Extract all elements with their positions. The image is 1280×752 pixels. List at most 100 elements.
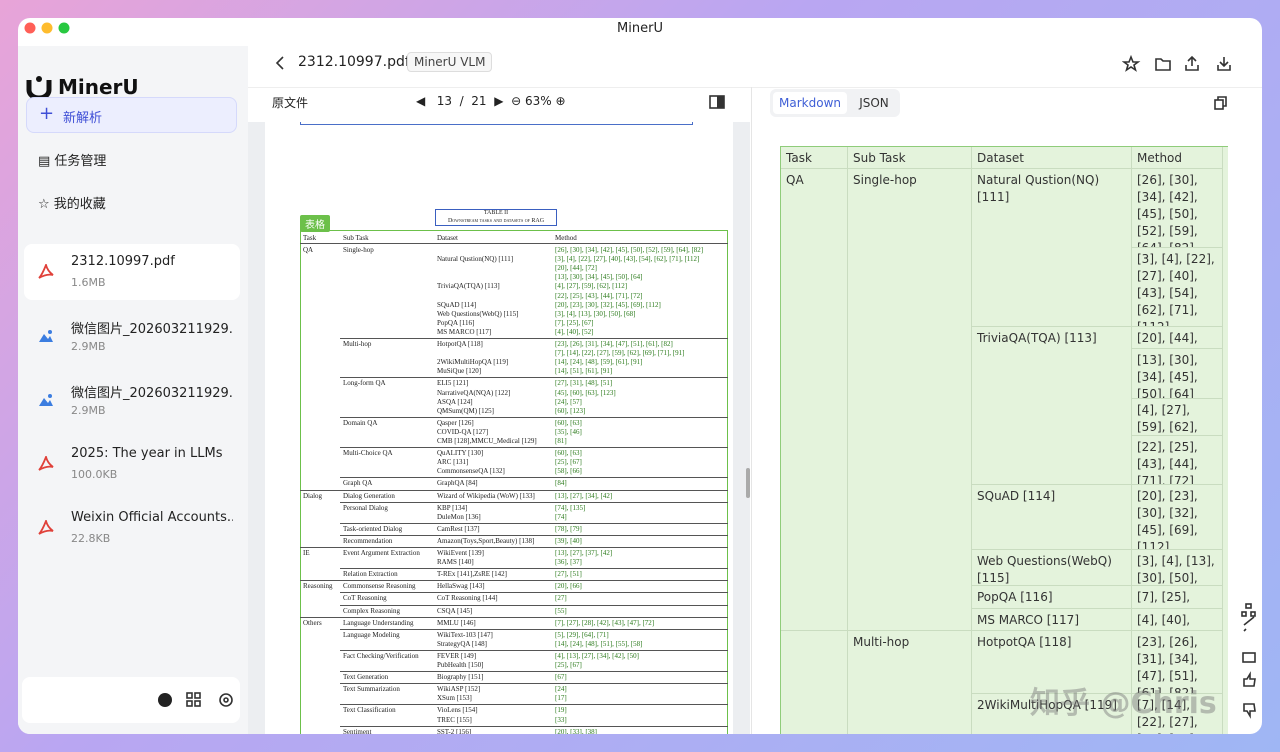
pdf-cell: Multi-hop	[343, 340, 372, 348]
pdf-cell: CSQA [145]	[437, 606, 473, 615]
pdf-caption-sub: Downstream tasks and datasets of RAG	[447, 218, 545, 224]
pdf-cell: [13], [27], [34], [42]	[555, 491, 613, 500]
zoom-out[interactable]: ⊖	[511, 94, 522, 108]
pdf-cell: [14], [24], [48], [51], [55], [58]	[555, 639, 643, 648]
pdf-cell: [55]	[555, 606, 567, 615]
side-tools[interactable]	[1240, 602, 1258, 722]
caption-box	[435, 209, 557, 226]
traffic-lights[interactable]	[18, 18, 98, 42]
file-item[interactable]: 2025: The year in LLMs 100.0KB	[24, 436, 240, 492]
tab[interactable]: JSON	[859, 96, 889, 110]
tab-active[interactable]: Markdown	[773, 92, 847, 114]
nav-item[interactable]: ☆ 我的收藏	[38, 197, 106, 212]
rule	[340, 592, 728, 594]
file-item[interactable]: 微信图片_202603211929... 2.9MB	[24, 372, 240, 428]
back-button[interactable]	[273, 55, 287, 71]
footer-icons[interactable]	[156, 691, 236, 709]
pdf-cell: [22], [25], [43], [44], [71], [72]	[555, 291, 643, 300]
nav-label: 任务管理	[54, 154, 107, 169]
next-page[interactable]: ▶	[494, 94, 504, 108]
md-cell: [22], [25], [43], [44], [71], [72]	[1132, 436, 1223, 485]
pdf-cell: [60], [63]	[555, 418, 582, 427]
pdf-header: Method	[555, 234, 577, 242]
pdf-cell: [25], [67]	[555, 661, 582, 669]
pdf-cell: Domain QA	[343, 418, 378, 427]
pager: ◀ 13 / 21 ▶ ⊖ 63% ⊕	[416, 94, 566, 108]
pdf-cell: Reasoning	[303, 582, 333, 591]
new-parse-label: 新解析	[63, 111, 103, 126]
md-cell: 2WikiMultiHopQA [119]	[972, 694, 1132, 734]
pdf-cell: [45], [60], [63], [123]	[555, 388, 616, 397]
block-label: 表格	[300, 215, 330, 232]
pdf-cell: [84]	[555, 479, 567, 488]
pdf-cell: StrategyQA [148]	[437, 639, 487, 648]
new-parse-button[interactable]: + 新解析	[26, 97, 237, 133]
pdf-icon	[38, 456, 54, 471]
pdf-cell: 2WikiMultiHopQA [119]	[437, 358, 509, 367]
md-header: Task	[781, 147, 848, 169]
pdf-cell: [39], [40]	[555, 536, 582, 545]
layout-toggle[interactable]	[708, 94, 726, 110]
pdf-cell: Relation Extraction	[343, 570, 398, 579]
md-cell: Single-hop	[848, 169, 972, 631]
copy-button[interactable]	[1212, 95, 1228, 111]
pdf-header: Dataset	[437, 234, 458, 242]
rule	[340, 534, 728, 536]
pdf-cell: [20], [23], [30], [32], [45], [69], [112…	[555, 300, 661, 309]
pdf-cell: [4], [40], [52]	[555, 327, 594, 336]
pdf-cell: Long-form QA	[343, 379, 386, 388]
pdf-cell: HellaSwag [143]	[437, 582, 485, 591]
table-block	[300, 230, 728, 734]
rule	[300, 243, 728, 244]
file-item[interactable]: 微信图片_202603211929... 2.9MB	[24, 308, 240, 364]
rule	[340, 416, 728, 418]
rule	[340, 447, 728, 449]
pdf-cell: Commonsense Reasoning	[343, 582, 416, 591]
pdf-cell: WikiASP [152]	[437, 685, 481, 694]
md-cell: HotpotQA [118]	[972, 631, 1132, 694]
page-sep: /	[459, 94, 464, 108]
pdf-cell: [4], [13], [27], [34], [42], [50]	[555, 651, 639, 660]
pdf-cell: SQuAD [114]	[437, 300, 477, 309]
pdf-cell: ARC [131]	[437, 458, 469, 467]
pdf-icon	[38, 264, 54, 279]
pdf-cell: [20], [33], [38]	[555, 727, 597, 734]
pdf-icon	[38, 520, 54, 535]
pdf-header: Task	[303, 234, 317, 242]
pdf-cell: [27], [31], [48], [51]	[555, 379, 613, 388]
pdf-cell: Language Modeling	[343, 630, 400, 639]
logo-text: MinerU	[58, 75, 139, 99]
pdf-cell: Personal Dialog	[343, 503, 388, 512]
file-name: Weixin Official Accounts...	[71, 510, 233, 525]
rule	[340, 628, 728, 630]
file-item[interactable]: Weixin Official Accounts... 22.8KB	[24, 500, 240, 556]
top-actions[interactable]	[1122, 55, 1232, 73]
rule	[340, 568, 728, 570]
file-item[interactable]: 2312.10997.pdf 1.6MB	[24, 244, 240, 300]
pdf-cell: Complex Reasoning	[343, 606, 400, 615]
pdf-cell: FEVER [149]	[437, 651, 477, 660]
prev-page[interactable]: ◀	[416, 94, 426, 108]
md-cell: [23], [26], [31], [34], [47], [51], [61]…	[1132, 631, 1223, 694]
pdf-page: TABLE II Downstream tasks and datasets of…	[265, 122, 733, 734]
file-name: 微信图片_202603211929...	[71, 322, 233, 337]
md-header: Method	[1132, 147, 1223, 169]
splitter[interactable]	[746, 468, 750, 498]
page-current: 13	[436, 94, 452, 108]
pdf-cell: Text Classification	[343, 706, 396, 715]
pdf-viewer: TABLE II Downstream tasks and datasets of…	[248, 122, 750, 734]
pdf-cell: Dialog	[303, 491, 323, 500]
md-cell: [20], [23], [30], [32], [45], [69], [112…	[1132, 485, 1223, 550]
rule	[340, 604, 728, 606]
nav-item[interactable]: ▤ 任务管理	[38, 154, 107, 169]
pdf-cell: [33]	[555, 715, 567, 724]
rule	[300, 580, 728, 582]
pdf-cell: [7], [25], [67]	[555, 318, 594, 327]
pdf-cell: Graph QA	[343, 479, 373, 488]
pdf-cell: Dialog Generation	[343, 491, 395, 500]
pdf-cell: CoT Reasoning [144]	[437, 594, 498, 603]
pdf-cell: TriviaQA(TQA) [113]	[437, 282, 500, 291]
zoom-in[interactable]: ⊕	[555, 94, 566, 108]
file-size: 22.8KB	[71, 532, 111, 545]
